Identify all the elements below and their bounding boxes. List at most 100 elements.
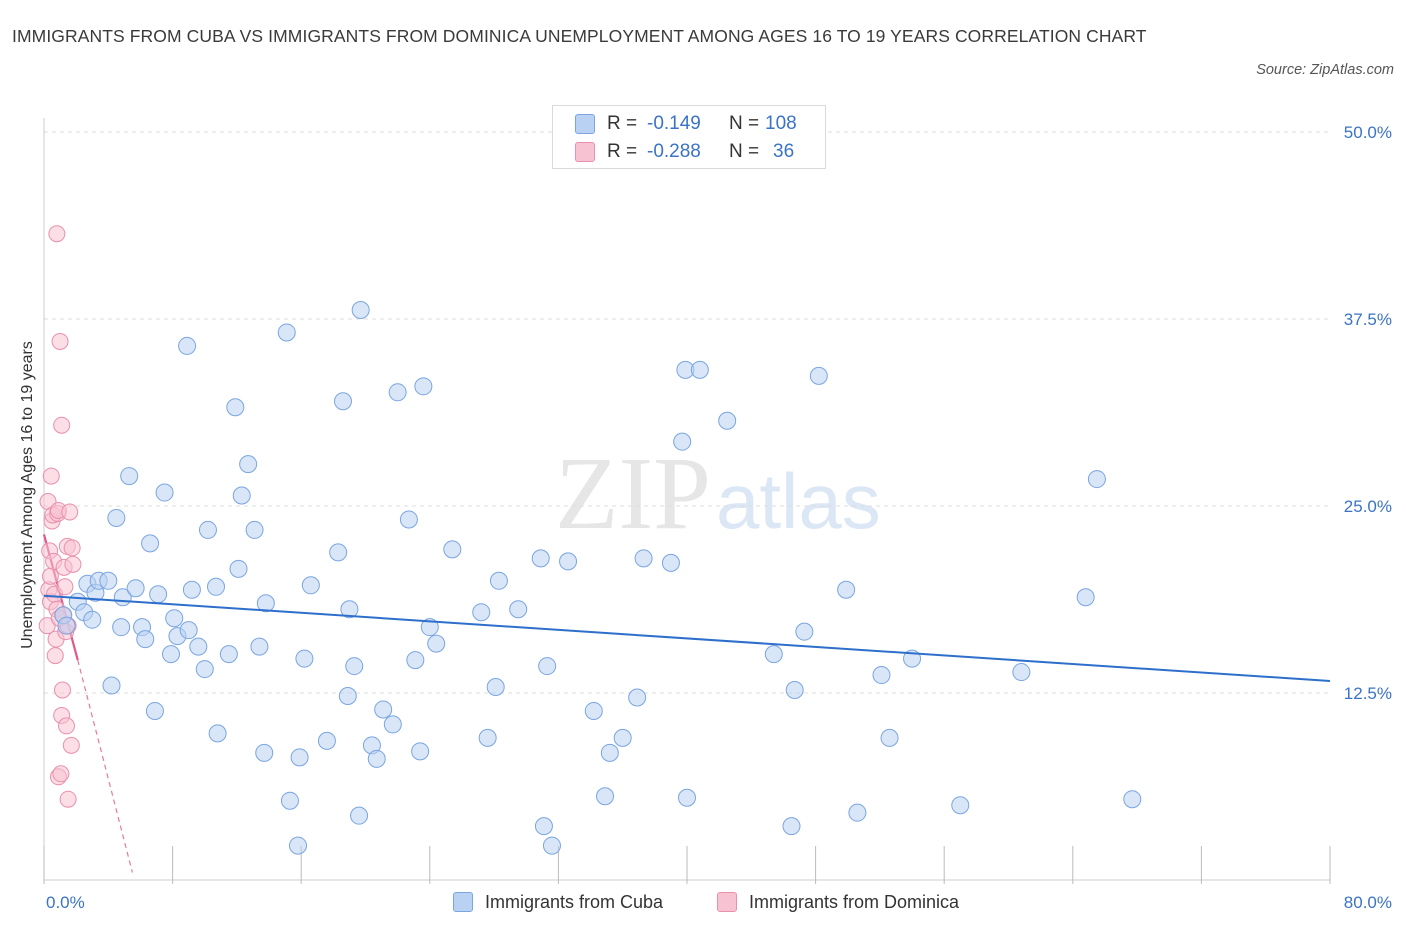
dominica-point <box>53 416 71 434</box>
cuba-point <box>208 724 227 743</box>
y-tick-label: 25.0% <box>1344 497 1392 516</box>
cuba-point <box>848 803 867 822</box>
cuba-point <box>340 600 359 619</box>
y-axis-label: Unemployment Among Ages 16 to 19 years <box>19 341 36 649</box>
x-tick-label: 0.0% <box>46 893 85 912</box>
cuba-legend-swatch <box>453 892 473 912</box>
cuba-legend-label: Immigrants from Cuba <box>485 891 664 912</box>
cuba-point <box>136 630 155 649</box>
dominica-point <box>58 717 76 735</box>
dominica-point <box>56 578 74 596</box>
cuba-point <box>1087 470 1106 489</box>
cuba-point <box>613 728 632 747</box>
cuba-point <box>584 701 603 720</box>
cuba-point <box>420 618 439 637</box>
cuba-point <box>388 383 407 402</box>
cuba-point <box>486 678 505 697</box>
x-tick-label: 80.0% <box>1344 893 1392 912</box>
dominica-point <box>42 467 60 485</box>
cuba-point <box>250 637 269 656</box>
y-tick-label: 37.5% <box>1344 310 1392 329</box>
cuba-point <box>149 585 168 604</box>
cuba-point <box>126 579 145 598</box>
cuba-point <box>880 728 899 747</box>
cuba-point <box>120 467 139 486</box>
cuba-point <box>531 549 550 568</box>
watermark-zip: ZIP <box>555 436 711 551</box>
cuba-trend <box>43 594 1331 683</box>
watermark-atlas: atlas <box>716 457 881 545</box>
cuba-point <box>1123 790 1142 809</box>
cuba-point <box>489 571 508 590</box>
dominica-point <box>41 567 59 585</box>
cuba-point <box>718 411 737 430</box>
cuba-point <box>534 817 553 836</box>
legend-row-dominica: R = -0.288 N = 36 <box>575 140 794 164</box>
cuba-point <box>256 594 275 613</box>
dominica-n-value: 36 <box>773 141 795 162</box>
cuba-point <box>600 743 619 762</box>
legend-n-label: N = <box>729 141 760 162</box>
cuba-point <box>951 796 970 815</box>
cuba-point <box>414 377 433 396</box>
x-tick-labels: 0.0% 80.0% <box>46 893 1392 912</box>
cuba-point <box>198 520 217 539</box>
cuba-point <box>333 392 352 411</box>
cuba-trend-line <box>43 594 1331 683</box>
cuba-point <box>837 580 856 599</box>
cuba-point <box>443 540 462 559</box>
cuba-point <box>478 728 497 747</box>
cuba-point <box>83 610 102 629</box>
cuba-point <box>57 616 76 635</box>
cuba-point <box>406 651 425 670</box>
cuba-point <box>329 543 348 562</box>
dominica-point <box>62 736 80 754</box>
legend-r-label: R = <box>607 141 638 162</box>
dominica-point <box>61 503 79 521</box>
cuba-n-value: 108 <box>765 113 797 134</box>
cuba-point <box>219 645 238 664</box>
dominica-point <box>46 647 64 665</box>
cuba-point <box>290 748 309 767</box>
dominica-point <box>64 555 82 573</box>
legend-r-label: R = <box>607 113 638 134</box>
cuba-point <box>538 657 557 676</box>
cuba-point <box>785 681 804 700</box>
cuba-point <box>189 637 208 656</box>
dominica-trend-extension <box>77 659 133 873</box>
cuba-point <box>411 742 430 761</box>
dominica-point <box>63 539 81 557</box>
cuba-point <box>301 576 320 595</box>
cuba-point <box>678 788 696 807</box>
cuba-point <box>165 609 184 628</box>
cuba-point <box>661 553 680 572</box>
cuba-point <box>1012 663 1031 682</box>
cuba-point <box>255 743 274 762</box>
cuba-point <box>596 787 615 806</box>
cuba-point <box>559 552 578 571</box>
cuba-point <box>161 645 180 664</box>
correlation-legend: R = -0.149 N = 108 R = -0.288 N = 36 <box>552 105 826 169</box>
cuba-point <box>145 701 164 720</box>
cuba-point <box>338 686 357 705</box>
cuba-point <box>427 634 446 653</box>
dominica-point <box>52 765 70 783</box>
chart-title: IMMIGRANTS FROM CUBA VS IMMIGRANTS FROM … <box>12 26 1147 46</box>
dominica-point <box>53 681 71 699</box>
dominica-point <box>59 790 77 808</box>
cuba-points <box>54 301 1142 855</box>
cuba-point <box>872 666 891 685</box>
cuba-point <box>351 301 370 320</box>
dominica-point <box>38 617 56 635</box>
cuba-point <box>107 508 126 527</box>
dominica-points <box>38 225 82 808</box>
cuba-point <box>99 571 118 590</box>
cuba-point <box>226 398 245 417</box>
cuba-point <box>317 731 336 750</box>
bottom-legend-dominica: Immigrants from Dominica <box>717 890 959 914</box>
cuba-point <box>155 483 174 502</box>
cuba-point <box>1076 588 1095 607</box>
dominica-legend-swatch <box>717 892 737 912</box>
cuba-point <box>112 618 131 637</box>
